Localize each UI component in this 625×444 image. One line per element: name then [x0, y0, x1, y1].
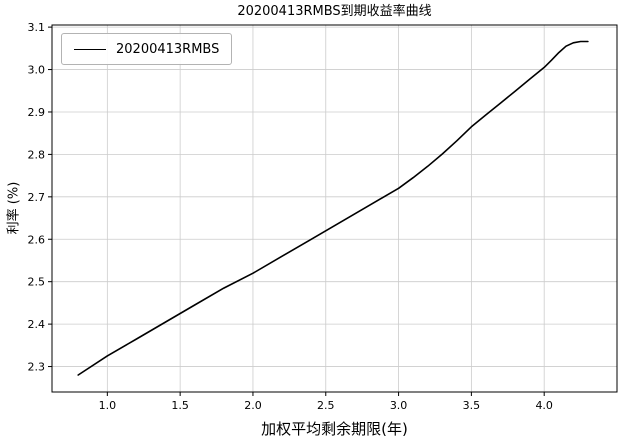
legend-line-sample	[74, 48, 106, 50]
x-axis-label: 加权平均剩余期限(年)	[261, 420, 408, 438]
svg-text:4.0: 4.0	[535, 399, 553, 412]
svg-text:3.0: 3.0	[390, 399, 408, 412]
legend: 20200413RMBS	[61, 33, 233, 65]
svg-text:2.0: 2.0	[244, 399, 262, 412]
svg-text:3.5: 3.5	[463, 399, 481, 412]
legend-label: 20200413RMBS	[116, 41, 220, 57]
svg-text:1.0: 1.0	[99, 399, 117, 412]
svg-text:1.5: 1.5	[171, 399, 189, 412]
svg-text:2.7: 2.7	[28, 191, 46, 204]
svg-text:2.6: 2.6	[28, 233, 46, 246]
svg-text:2.9: 2.9	[28, 106, 46, 119]
svg-text:2.3: 2.3	[28, 361, 46, 374]
chart-title: 20200413RMBS到期收益率曲线	[237, 4, 432, 19]
svg-text:2.4: 2.4	[28, 318, 46, 331]
svg-text:3.1: 3.1	[28, 21, 46, 34]
svg-text:2.5: 2.5	[28, 276, 46, 289]
svg-text:2.8: 2.8	[28, 148, 46, 161]
svg-text:2.5: 2.5	[317, 399, 335, 412]
svg-text:3.0: 3.0	[28, 64, 46, 77]
